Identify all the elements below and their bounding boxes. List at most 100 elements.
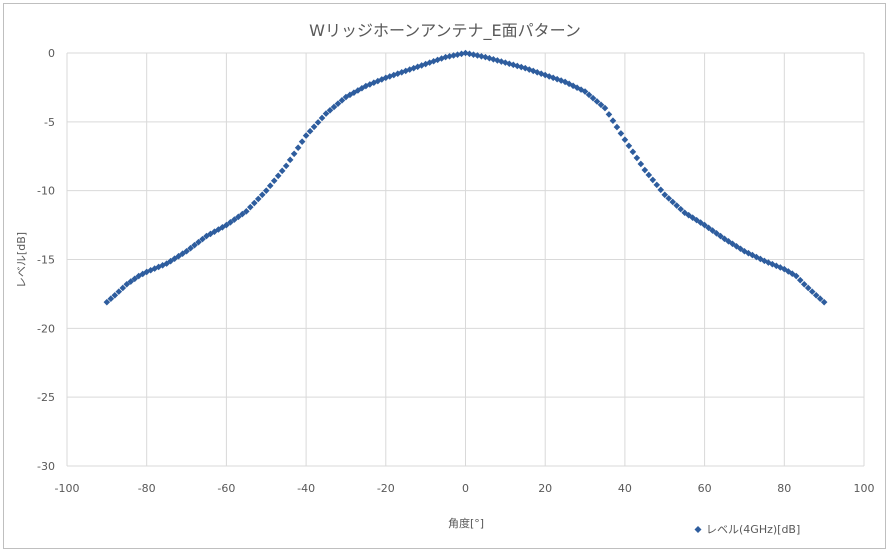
data-point [800, 280, 808, 288]
data-point [334, 100, 342, 107]
data-point [765, 259, 772, 266]
data-point [163, 260, 170, 267]
data-point [318, 114, 326, 122]
x-tick-label: -20 [377, 482, 395, 495]
data-point [103, 298, 111, 306]
data-point [127, 278, 135, 285]
data-point [816, 295, 824, 303]
grid-layer [66, 52, 865, 467]
data-point [605, 111, 613, 118]
legend: レベル(4GHz)[dB] [694, 523, 800, 536]
data-point [709, 227, 716, 234]
y-tick-label: -30 [37, 460, 55, 473]
data-point [227, 219, 234, 226]
data-point [207, 230, 214, 238]
y-axis-label: レベル[dB] [15, 232, 28, 288]
data-point [330, 103, 338, 111]
x-tick-label: -100 [55, 482, 80, 495]
data-point [306, 127, 314, 135]
data-point [820, 298, 828, 306]
data-point [633, 154, 641, 162]
data-point [673, 202, 681, 209]
data-point [490, 56, 497, 63]
data-point [302, 132, 310, 139]
data-point [115, 288, 123, 295]
legend-label: レベル(4GHz)[dB] [706, 523, 800, 536]
data-point [462, 49, 469, 57]
data-point [382, 74, 390, 82]
data-point [669, 198, 677, 206]
x-tick-label: 0 [462, 482, 469, 495]
data-point [693, 216, 700, 224]
data-point [557, 77, 565, 84]
data-point [657, 186, 665, 194]
data-point [231, 216, 238, 223]
chart-frame [3, 3, 886, 549]
data-point [310, 123, 318, 131]
data-point [406, 66, 414, 73]
x-tick-label: 40 [618, 482, 632, 495]
data-point [725, 238, 732, 245]
data-point [258, 191, 266, 199]
data-point [143, 268, 150, 276]
data-point [812, 291, 820, 299]
data-point [665, 195, 673, 202]
data-point [506, 60, 513, 68]
data-point [159, 261, 166, 269]
data-point [621, 136, 629, 144]
data-point [617, 130, 625, 137]
data-point [374, 77, 382, 85]
x-tick-label: 80 [777, 482, 791, 495]
data-point [498, 58, 505, 65]
data-point [219, 223, 226, 231]
data-point [757, 255, 764, 263]
data-point [601, 104, 609, 112]
data-point [565, 80, 573, 88]
data-point [298, 138, 306, 145]
data-point [294, 144, 302, 152]
y-tick-label: -15 [37, 254, 55, 267]
data-point [713, 230, 720, 237]
data-point [175, 252, 182, 260]
data-point [239, 210, 246, 218]
data-point [278, 167, 286, 175]
data-point [247, 203, 254, 211]
chart-title: Wリッジホーンアンテナ_E面パターン [309, 21, 581, 41]
data-series-points [103, 49, 828, 306]
x-tick-label: -80 [138, 482, 156, 495]
data-point [729, 240, 736, 248]
data-point [131, 275, 139, 283]
tick-layer: -100 -80 -60 -40 -20 0 20 40 60 80 100 0 -5 -10 -15 -20… [37, 47, 874, 495]
data-point [808, 288, 816, 295]
data-point [262, 187, 270, 194]
data-point [430, 57, 437, 65]
x-tick-label: -60 [217, 482, 235, 495]
data-point [250, 199, 258, 207]
data-point [525, 66, 533, 73]
data-point [625, 142, 633, 150]
data-point [804, 284, 812, 292]
data-point [697, 219, 704, 226]
data-point [215, 226, 222, 233]
data-point [266, 182, 274, 190]
data-point [529, 67, 537, 75]
data-point [701, 221, 708, 229]
data-point [254, 195, 262, 203]
x-axis-label: 角度[°] [448, 516, 484, 530]
x-tick-label: -40 [297, 482, 315, 495]
data-point [637, 160, 645, 168]
y-tick-label: -20 [37, 322, 55, 335]
data-point [171, 255, 178, 262]
data-point [151, 265, 158, 272]
data-point [398, 68, 406, 76]
data-point [438, 55, 445, 62]
data-point [581, 88, 589, 95]
data-point [366, 81, 374, 88]
data-point [585, 91, 593, 99]
data-point [191, 241, 198, 249]
data-point [717, 232, 724, 240]
data-point [235, 213, 242, 221]
data-point [195, 238, 202, 246]
data-point [649, 176, 657, 184]
